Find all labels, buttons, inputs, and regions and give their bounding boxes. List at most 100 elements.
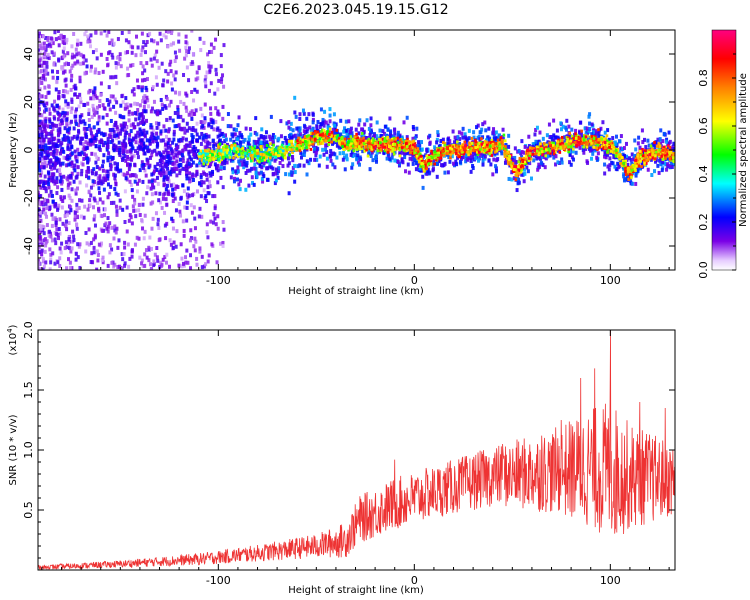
spectrogram-cell (112, 134, 116, 139)
spectrogram-noise-dot (132, 92, 136, 97)
spectrogram-noise-dot (128, 256, 132, 261)
spectrogram-cell (472, 135, 476, 140)
spectrogram-noise-dot (209, 106, 213, 111)
spectrogram-cell (66, 154, 70, 159)
spectrogram-noise-dot (100, 241, 104, 246)
spectrogram-noise-dot (199, 120, 203, 125)
spectrogram-noise-dot (155, 82, 159, 87)
spectrogram-cell (247, 135, 251, 140)
spectrogram-noise-dot (38, 250, 41, 255)
spectrogram-noise-dot (43, 71, 47, 76)
spectrogram-noise-dot (104, 221, 108, 226)
spectrogram-cell (128, 132, 132, 137)
spectrogram-ridge-cell (343, 139, 346, 143)
spectrogram-cell (41, 183, 45, 188)
spectrogram-cell (286, 163, 290, 168)
spectrogram-ridge-cell (570, 134, 574, 138)
spectrogram-noise-dot (86, 141, 90, 146)
spectrogram-cell (526, 146, 530, 151)
spectrogram-ridge-cell (605, 134, 609, 138)
spectrogram-cell (600, 146, 604, 151)
spectrogram-cell (481, 158, 485, 163)
spectrogram-cell (448, 139, 452, 144)
spectrogram-cell (636, 169, 640, 174)
spectrogram-cell (606, 164, 610, 169)
spectrogram-noise-dot (143, 77, 147, 82)
spectrogram-noise-dot (173, 149, 177, 154)
spectrogram-noise-dot (55, 149, 59, 154)
spectrogram-cell (369, 116, 373, 121)
spectrogram-cell (161, 106, 165, 111)
spectrogram-cell (654, 140, 658, 145)
spectrogram-cell (427, 171, 431, 176)
spectrogram-noise-dot (99, 93, 103, 98)
spectrogram-noise-dot (44, 201, 48, 206)
spectrogram-cell (383, 124, 387, 129)
spectrogram-cell (172, 155, 176, 160)
spectrogram-cell (458, 141, 462, 146)
spectrogram-noise-dot (71, 63, 75, 68)
spectrogram-noise-dot (76, 94, 80, 99)
spectrogram-noise-dot (97, 115, 101, 120)
spectrogram-ridge-cell (604, 137, 607, 141)
spectrogram-cell (587, 129, 591, 134)
spectrogram-cell (145, 118, 149, 123)
spectrogram-ridge-cell (665, 150, 668, 154)
spectrogram-ridge-cell (584, 138, 587, 142)
spectrogram-noise-dot (184, 105, 188, 110)
spectrogram-cell (469, 169, 473, 174)
spectrogram-cell (52, 153, 56, 158)
spectrogram-noise-dot (136, 155, 140, 160)
spectrogram-noise-dot (214, 67, 218, 72)
spectrogram-noise-dot (77, 205, 81, 210)
spectrogram-cell (67, 174, 71, 179)
spectrogram-cell (275, 171, 279, 176)
spectrogram-noise-dot (219, 241, 223, 246)
spectrogram-noise-dot (93, 198, 97, 203)
spectrogram-cell (84, 132, 88, 137)
spectrogram-cell (546, 154, 550, 159)
spectrogram-cell (192, 152, 196, 157)
spectrogram-cell (148, 163, 152, 168)
spectrogram-cell (67, 130, 71, 135)
spectrogram-noise-dot (162, 124, 166, 129)
spectrogram-cell (328, 113, 332, 118)
spectrogram-cell (45, 152, 49, 157)
spectrogram-noise-dot (78, 198, 82, 203)
spectrogram-noise-dot (133, 201, 137, 206)
spectrogram-cell (278, 160, 282, 165)
spectrogram-cell (223, 158, 227, 163)
spectrogram-cell (269, 165, 273, 170)
spectrogram-cell (360, 135, 364, 140)
spectrogram-noise-dot (177, 141, 181, 146)
spectrogram-cell (591, 151, 595, 156)
spectrogram-cell (237, 159, 241, 164)
spectrogram-cell (564, 125, 568, 130)
spectrogram-noise-dot (61, 221, 65, 226)
spectrogram-noise-dot (88, 44, 92, 49)
spectrogram-noise-dot (41, 156, 45, 161)
spectrogram-noise-dot (70, 73, 74, 78)
spectrogram-noise-dot (158, 264, 162, 269)
spectrogram-cell (149, 186, 153, 191)
spectrogram-cell (177, 123, 181, 128)
spectrogram-noise-dot (129, 182, 133, 187)
spectrogram-cell (180, 153, 184, 158)
spectrogram-cell (175, 159, 179, 164)
spectrogram-cell (201, 135, 205, 140)
spectrogram-noise-dot (99, 52, 103, 57)
spectrogram-cell (494, 130, 498, 135)
spectrogram-noise-dot (97, 104, 101, 109)
spectrogram-cell (540, 154, 544, 159)
spectrogram-noise-dot (116, 61, 120, 66)
spectrogram-cell (563, 139, 567, 144)
spectrogram-noise-dot (54, 223, 58, 228)
spectrogram-noise-dot (40, 242, 44, 247)
spectrogram-cell (49, 189, 53, 194)
spectrogram-ridge-cell (645, 158, 648, 162)
spectrogram-noise-dot (160, 262, 164, 267)
spectrogram-ridge-cell (668, 154, 671, 158)
spectrogram-cell (140, 138, 144, 143)
spectrogram-ridge-cell (627, 177, 630, 181)
spectrogram-cell (480, 127, 484, 132)
